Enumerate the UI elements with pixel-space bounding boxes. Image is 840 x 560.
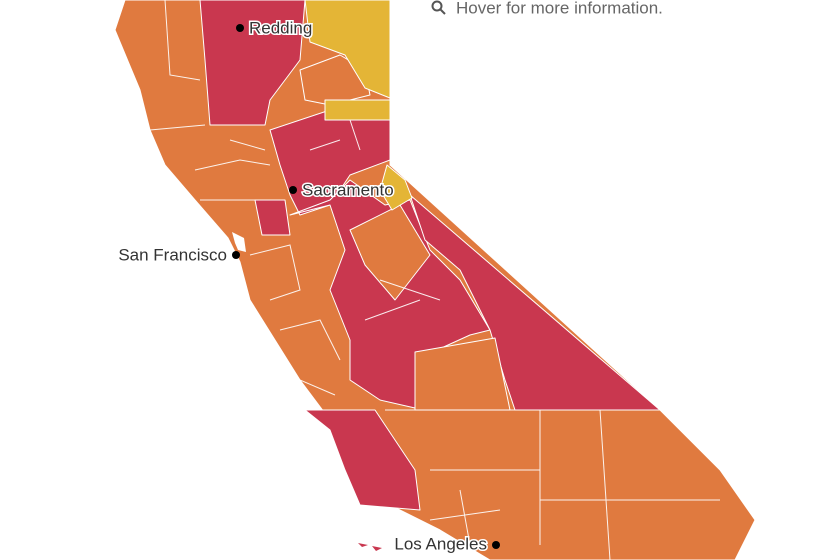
- hint-text: Hover for more information.: [456, 0, 663, 17]
- search-icon: [431, 0, 446, 15]
- city-dot: [492, 541, 500, 549]
- island: [372, 546, 382, 551]
- county-yellow[interactable]: [324, 99, 391, 121]
- city-label: Redding: [249, 18, 312, 37]
- county-borders: [149, 0, 720, 560]
- city-dot: [232, 251, 240, 259]
- city-dot: [289, 186, 297, 194]
- city-label: San Francisco: [118, 245, 227, 264]
- county-red[interactable]: [254, 199, 291, 236]
- county-yellow[interactable]: [304, 0, 391, 99]
- county-red[interactable]: [199, 0, 306, 126]
- county-yellow[interactable]: [379, 164, 413, 211]
- bay: [232, 232, 246, 252]
- county-red[interactable]: [304, 409, 421, 511]
- city-label: Sacramento: [302, 180, 394, 199]
- city-dot: [236, 24, 244, 32]
- island: [358, 543, 368, 547]
- city-label: Los Angeles: [394, 534, 487, 553]
